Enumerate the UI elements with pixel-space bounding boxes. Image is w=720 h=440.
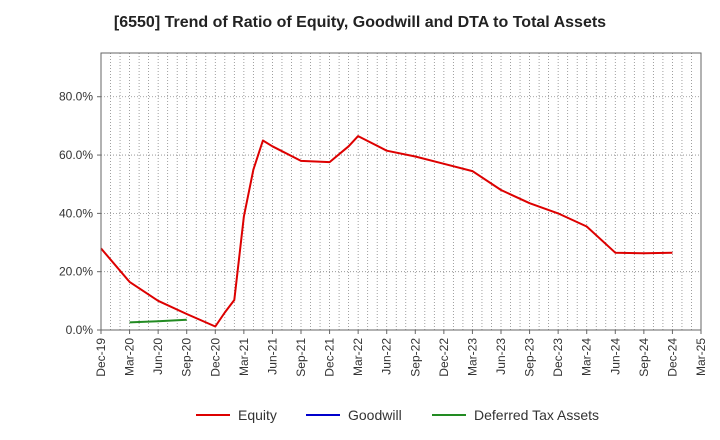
x-tick-label: Mar-22 (351, 338, 365, 376)
series-layer (100, 135, 673, 328)
x-tick-label: Dec-19 (94, 338, 108, 377)
x-tick-label: Jun-23 (494, 338, 508, 375)
chart-title: [6550] Trend of Ratio of Equity, Goodwil… (113, 14, 607, 31)
y-tick-label: 60.0% (59, 148, 93, 162)
legend-label-deferred-tax-assets: Deferred Tax Assets (474, 407, 599, 423)
legend: Equity Goodwill Deferred Tax Assets (196, 407, 599, 423)
x-tick-label: Mar-20 (123, 338, 137, 376)
y-tick-label: 0.0% (66, 323, 94, 337)
x-tick-label: Sep-24 (637, 338, 651, 377)
x-tick-label: Mar-24 (580, 338, 594, 376)
y-tick-label: 20.0% (59, 265, 93, 279)
grid-layer (101, 53, 701, 330)
x-tick-label: Jun-20 (151, 338, 165, 375)
series-line-equity (100, 135, 673, 328)
x-tick-label: Jun-24 (608, 338, 622, 375)
x-tick-label: Dec-21 (323, 338, 337, 377)
x-tick-label: Sep-22 (408, 338, 422, 377)
legend-label-equity: Equity (238, 407, 277, 423)
x-tick-label: Mar-25 (694, 338, 708, 376)
x-tick-label: Jun-21 (265, 338, 279, 375)
y-tick-label: 40.0% (59, 206, 93, 220)
legend-label-goodwill: Goodwill (348, 407, 402, 423)
x-tick-label: Sep-21 (294, 338, 308, 377)
series-line-deferred-tax-assets (129, 318, 187, 324)
x-tick-label: Mar-23 (465, 338, 479, 376)
y-tick-label: 80.0% (59, 90, 93, 104)
x-tick-label: Sep-23 (523, 338, 537, 377)
x-tick-label: Dec-24 (665, 338, 679, 377)
x-tick-label: Dec-22 (437, 338, 451, 377)
tick-labels: 0.0% 20.0% 40.0% 60.0% 80.0% Dec-19 Mar-20 Jun-… (59, 90, 708, 377)
x-tick-label: Mar-21 (237, 338, 251, 376)
x-tick-label: Dec-23 (551, 338, 565, 377)
x-tick-label: Dec-20 (208, 338, 222, 377)
x-tick-label: Sep-20 (180, 338, 194, 377)
plot-frame (100, 52, 702, 331)
x-tick-label: Jun-22 (380, 338, 394, 375)
